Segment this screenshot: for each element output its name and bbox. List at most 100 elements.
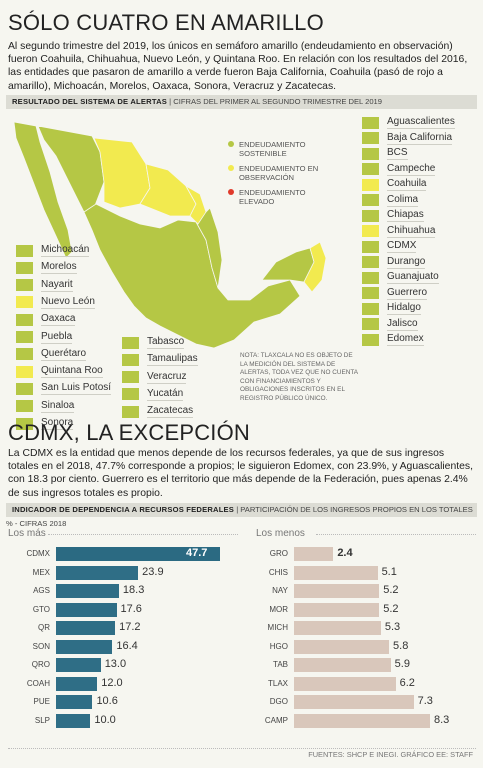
- state-item: Tabasco: [122, 336, 185, 349]
- legend-label: ENDEUDAMIENTO ELEVADO: [239, 188, 306, 206]
- state-name: BCS: [387, 147, 408, 160]
- state-item: San Luis Potosí: [16, 382, 112, 396]
- state-name: Guerrero: [387, 286, 428, 300]
- state-name: Quintana Roo: [41, 365, 103, 379]
- bar: [56, 658, 101, 672]
- state-name: Querétaro: [41, 347, 87, 361]
- status-swatch: [122, 388, 139, 401]
- chart-header-rest: | PARTICIPACIÓN DE LOS INGRESOS PROPIOS …: [6, 505, 473, 528]
- bar-value-label: 2.4: [337, 547, 353, 559]
- state-name: Coahuila: [387, 178, 427, 191]
- state-item: Quintana Roo: [16, 365, 103, 379]
- state-name: San Luis Potosí: [41, 382, 112, 396]
- state-item: Colima: [362, 194, 419, 207]
- state-item: Hidalgo: [362, 302, 421, 315]
- bar-value-label: 18.3: [122, 584, 145, 596]
- bar-value-label: 17.6: [120, 602, 142, 615]
- cdmx-title: CDMX, LA EXCEPCIÓN: [8, 420, 250, 445]
- status-swatch: [16, 244, 33, 257]
- bar: [294, 695, 414, 709]
- bar: [56, 565, 139, 580]
- bar-category-label: SLP: [34, 715, 50, 725]
- status-swatch: [16, 348, 33, 361]
- status-swatch: [362, 132, 379, 144]
- bar: [294, 565, 378, 580]
- state-item: Nayarit: [16, 279, 73, 292]
- bar-category-label: MOR: [269, 604, 288, 614]
- status-swatch: [16, 279, 33, 292]
- bar-value-label: 8.3: [434, 713, 450, 726]
- state-name: Nuevo León: [41, 295, 95, 309]
- intro-text: Al segundo trimestre del 2019, los único…: [8, 41, 468, 92]
- state-item: Michoacán: [16, 244, 90, 257]
- bar-category-label: AGS: [33, 586, 50, 595]
- state-item: Puebla: [16, 330, 73, 344]
- bar-value-label: 5.3: [384, 621, 401, 633]
- source-credit: FUENTES: SHCP E INEGI. GRÁFICO EE: STAFF: [308, 750, 473, 759]
- state-name: Chiapas: [387, 209, 424, 222]
- legend-dot-icon: [228, 141, 234, 147]
- state-name: Chihuahua: [387, 224, 436, 238]
- state-item: Sinaloa: [16, 399, 75, 413]
- bar-category-label: CAMP: [264, 715, 288, 725]
- state-item: Guanajuato: [362, 271, 439, 284]
- status-swatch: [16, 417, 33, 430]
- chart-section-header: INDICADOR DE DEPENDENCIA A RECURSOS FEDE…: [6, 503, 477, 528]
- bar-category-label: PUE: [33, 697, 50, 706]
- state-item: Jalisco: [362, 318, 418, 331]
- state-name: Puebla: [41, 330, 73, 344]
- state-name: Zacatecas: [147, 405, 194, 419]
- status-swatch: [16, 296, 33, 309]
- state-item: Guerrero: [362, 286, 428, 300]
- mexico-map: [13, 121, 327, 349]
- state-item: Durango: [362, 256, 426, 269]
- bar: [56, 602, 117, 617]
- bar: [56, 639, 113, 654]
- bar-value-label: 16.4: [116, 639, 138, 652]
- bar-category-label: QR: [38, 623, 50, 632]
- chart-divider-right: [316, 534, 476, 535]
- map-note: NOTA: TLAXCALA NO ES OBJETO DE LA MEDICI…: [240, 352, 358, 402]
- chart-title-los-menos: Los menos: [256, 528, 305, 539]
- bar-category-label: CDMX: [26, 549, 50, 558]
- legend-label: ENDEUDAMIENTO EN OBSERVACIÓN: [239, 164, 319, 182]
- status-swatch: [362, 302, 379, 315]
- state-item: Coahuila: [362, 178, 427, 191]
- legend-dot-icon: [228, 165, 234, 171]
- bar: [294, 639, 390, 654]
- bar-category-label: GRO: [269, 549, 288, 558]
- status-swatch: [362, 178, 379, 191]
- bar: [294, 547, 334, 561]
- bar-value-label: 23.9: [142, 565, 164, 578]
- state-item: BCS: [362, 147, 408, 160]
- bar-category-label: NAY: [272, 586, 288, 595]
- bar-category-label: GTO: [32, 604, 50, 614]
- state-name: Campeche: [387, 162, 436, 176]
- state-name: Yucatán: [147, 387, 184, 401]
- bar: [56, 621, 116, 635]
- bar: [56, 713, 91, 728]
- state-item: Morelos: [16, 261, 77, 275]
- legend-label: ENDEUDAMIENTO SOSTENIBLE: [239, 140, 306, 158]
- bar-value-label: 6.2: [399, 676, 415, 689]
- state-item: Aguascalientes: [362, 116, 455, 129]
- status-swatch: [362, 256, 379, 268]
- state-name: Sonora: [41, 417, 74, 430]
- bar-value-label: 7.3: [417, 695, 433, 707]
- state-name: Sinaloa: [41, 399, 75, 413]
- status-swatch: [362, 333, 379, 346]
- state-item: Chiapas: [362, 209, 424, 222]
- status-swatch: [362, 163, 379, 175]
- map-yellow-states: [93, 137, 327, 293]
- chart-divider-left: [48, 534, 238, 535]
- page-title: SÓLO CUATRO EN AMARILLO: [8, 10, 324, 35]
- bar: [294, 602, 380, 617]
- bar-value-label: 5.2: [383, 602, 399, 615]
- bar-value-label: 17.2: [119, 621, 141, 633]
- bar-value-label: 10.6: [96, 695, 118, 707]
- bar-category-label: MEX: [32, 567, 50, 577]
- state-item: Veracruz: [122, 371, 187, 384]
- status-swatch: [16, 313, 33, 326]
- bar-category-label: CHIS: [268, 567, 288, 577]
